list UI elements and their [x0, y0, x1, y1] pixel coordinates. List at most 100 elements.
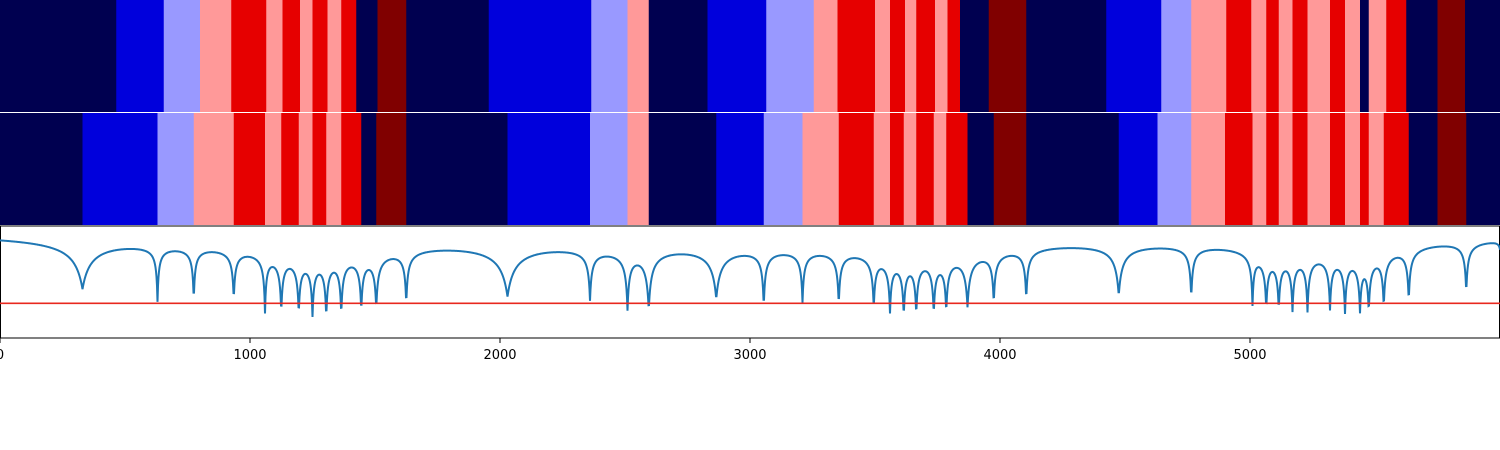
heatmap-segment	[1251, 0, 1267, 112]
heatmap-segment	[312, 113, 327, 225]
heatmap-segment	[766, 0, 815, 112]
heatmap-segment	[406, 0, 490, 112]
heatmap-segment	[933, 113, 947, 225]
heatmap-segment	[300, 0, 314, 112]
heatmap-segment	[116, 0, 165, 112]
heatmap-segment	[1266, 113, 1280, 225]
heatmap-segment	[802, 113, 840, 225]
heatmap-segment	[905, 0, 917, 112]
heatmap-segment	[200, 0, 232, 112]
heatmap-segment	[1252, 113, 1267, 225]
heatmap-segment	[1368, 0, 1387, 112]
heatmap-segment	[1406, 0, 1439, 112]
heatmap-segment	[406, 113, 509, 225]
heatmap-segment	[935, 0, 949, 112]
x-tick-label: 1000	[233, 348, 266, 363]
heatmap-segment	[1437, 0, 1466, 112]
heatmap-segment	[1191, 113, 1226, 225]
heatmap-segment	[1408, 113, 1439, 225]
heatmap-segment	[266, 0, 284, 112]
heatmap-segment	[890, 113, 905, 225]
heatmap-segment	[1368, 113, 1385, 225]
heatmap-segment	[0, 113, 84, 225]
heatmap-segment	[1437, 113, 1467, 225]
heatmap-segment	[312, 0, 329, 112]
heatmap-segment	[361, 113, 377, 225]
x-tick-label: 0	[0, 348, 4, 363]
heatmap-segment	[265, 113, 282, 225]
heatmap-segment	[916, 0, 936, 112]
heatmap-segment	[1191, 0, 1227, 112]
heatmap-segment	[282, 0, 301, 112]
heatmap-segment	[1307, 0, 1331, 112]
heatmap-segment	[298, 113, 314, 225]
heatmap-segment	[157, 113, 195, 225]
heatmap-segment	[960, 0, 990, 112]
x-tick-label: 4000	[983, 348, 1016, 363]
heatmap-segment	[1278, 113, 1294, 225]
heatmap-segment	[1106, 0, 1162, 112]
heatmap-segment	[890, 0, 906, 112]
x-tick-label: 5000	[1233, 348, 1266, 363]
heatmap-segment	[837, 0, 876, 112]
heatmap-segment	[1161, 0, 1192, 112]
heatmap-segment	[341, 0, 357, 112]
heatmap-segment	[813, 0, 839, 112]
heatmap-segment	[163, 0, 201, 112]
heatmap-segment	[193, 113, 235, 225]
heatmap-segment	[1386, 0, 1407, 112]
heatmap-segment	[1465, 0, 1500, 112]
heatmap-segment	[376, 113, 407, 225]
heatmap-segment	[707, 0, 767, 112]
heatmap-segment	[1292, 113, 1309, 225]
heatmap-segment	[82, 113, 159, 225]
heatmap-segment	[1157, 113, 1192, 225]
heatmap-segment	[326, 113, 342, 225]
heatmap-segment	[233, 113, 266, 225]
heatmap-segment	[1360, 113, 1370, 225]
heatmap-segment	[1278, 0, 1294, 112]
heatmap-track-1	[0, 0, 1500, 112]
heatmap-segment	[1118, 113, 1159, 225]
x-tick-label: 3000	[733, 348, 766, 363]
heatmap-segment	[875, 0, 891, 112]
heatmap-segment	[1226, 0, 1252, 112]
heatmap-segment	[1330, 113, 1346, 225]
heatmap-segment	[993, 113, 1027, 225]
heatmap-segment	[716, 113, 765, 225]
heatmap-segment	[873, 113, 891, 225]
heatmap-segment	[1330, 0, 1346, 112]
heatmap-track-2	[0, 113, 1500, 225]
heatmap-segment	[356, 0, 379, 112]
heatmap-segment	[627, 113, 650, 225]
heatmap-segment	[1466, 113, 1500, 225]
heatmap-segment	[0, 0, 117, 112]
heatmap-segment	[648, 113, 717, 225]
heatmap-segment	[488, 0, 592, 112]
heatmap-segment	[967, 113, 995, 225]
x-tick-label: 2000	[483, 348, 516, 363]
heatmap-segment	[1225, 113, 1254, 225]
heatmap-segment	[1360, 0, 1370, 112]
heatmap-segment	[946, 113, 969, 225]
heatmap-segment	[327, 0, 342, 112]
signal-panel	[0, 225, 1500, 339]
heatmap-segment	[591, 0, 629, 112]
signal-frame	[0, 225, 1500, 339]
heatmap-segment	[341, 113, 362, 225]
heatmap-segment	[231, 0, 267, 112]
heatmap-segment	[281, 113, 300, 225]
heatmap-segment	[947, 0, 961, 112]
heatmap-segment	[1026, 0, 1107, 112]
heatmap-segment	[1383, 113, 1410, 225]
heatmap-segment	[648, 0, 709, 112]
heatmap-segment	[1307, 113, 1331, 225]
heatmap-segment	[988, 0, 1027, 112]
heatmap-segment	[1345, 0, 1361, 112]
heatmap-segment	[903, 113, 917, 225]
heatmap-segment	[763, 113, 804, 225]
heatmap-segment	[507, 113, 591, 225]
heatmap-segment	[1345, 113, 1361, 225]
heatmap-segment	[916, 113, 935, 225]
